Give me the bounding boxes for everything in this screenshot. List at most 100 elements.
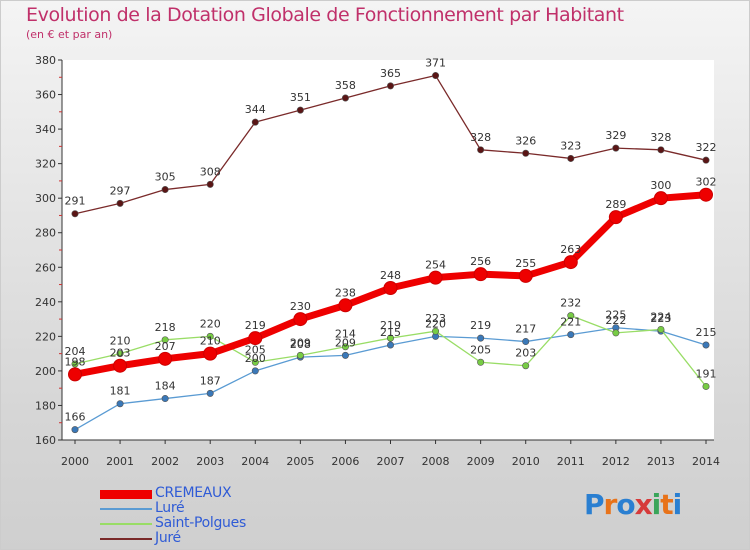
data-point-saint-polgues <box>477 358 485 366</box>
data-point-jure <box>341 94 349 102</box>
data-label-saint-polgues: 204 <box>65 345 86 358</box>
data-label-jure: 329 <box>605 129 626 142</box>
data-label-lure: 187 <box>200 374 221 387</box>
data-point-cremeaux <box>113 358 128 373</box>
logo-letter: i <box>672 488 683 521</box>
data-label-lure: 184 <box>155 380 176 393</box>
data-point-jure <box>251 118 259 126</box>
data-label-jure: 323 <box>560 139 581 152</box>
data-label-cremeaux: 248 <box>380 269 401 282</box>
data-point-saint-polgues <box>386 334 394 342</box>
logo-letter: t <box>660 488 673 521</box>
y-tick-label: 240 <box>35 296 56 309</box>
x-tick-label: 2000 <box>61 455 89 468</box>
logo-letter: o <box>616 488 635 521</box>
data-point-cremeaux <box>293 312 308 327</box>
data-label-lure: 220 <box>425 317 446 330</box>
data-label-jure: 358 <box>335 79 356 92</box>
logo-letter: x <box>634 488 653 521</box>
y-tick-label: 360 <box>35 89 56 102</box>
legend-item-cremeaux: CREMEAUX <box>100 485 360 501</box>
y-tick-label: 380 <box>35 54 56 67</box>
logo-letter: i <box>651 488 662 521</box>
y-tick-label: 280 <box>35 227 56 240</box>
data-label-jure: 351 <box>290 91 311 104</box>
data-label-jure: 344 <box>245 103 266 116</box>
data-label-jure: 297 <box>110 184 131 197</box>
data-point-lure <box>251 367 259 375</box>
data-label-saint-polgues: 224 <box>650 310 671 323</box>
data-point-jure <box>657 146 665 154</box>
data-point-saint-polgues <box>432 327 440 335</box>
data-point-cremeaux <box>473 267 488 282</box>
proxiti-logo: Proxiti <box>584 488 683 521</box>
data-label-cremeaux: 230 <box>290 300 311 313</box>
data-point-cremeaux <box>563 255 578 270</box>
x-tick-label: 2013 <box>647 455 675 468</box>
legend-label-cremeaux: CREMEAUX <box>155 485 232 501</box>
data-point-saint-polgues <box>567 312 575 320</box>
data-label-saint-polgues: 232 <box>560 297 581 310</box>
x-tick-label: 2008 <box>422 455 450 468</box>
x-tick-label: 2006 <box>331 455 359 468</box>
x-tick-label: 2003 <box>196 455 224 468</box>
data-label-cremeaux: 263 <box>560 243 581 256</box>
x-tick-label: 2012 <box>602 455 630 468</box>
data-label-cremeaux: 289 <box>605 198 626 211</box>
legend-label-lure: Luré <box>155 500 185 516</box>
data-point-saint-polgues <box>206 332 214 340</box>
data-point-jure <box>296 106 304 114</box>
y-tick-label: 340 <box>35 123 56 136</box>
data-label-lure: 166 <box>65 411 86 424</box>
y-tick-label: 320 <box>35 158 56 171</box>
data-point-lure <box>702 341 710 349</box>
data-label-saint-polgues: 220 <box>200 317 221 330</box>
legend-item-jure: Juré <box>100 530 360 546</box>
x-tick-label: 2002 <box>151 455 179 468</box>
data-label-saint-polgues: 219 <box>380 319 401 332</box>
data-label-jure: 371 <box>425 57 446 70</box>
data-label-jure: 322 <box>696 141 717 154</box>
data-point-lure <box>567 331 575 339</box>
data-label-jure: 308 <box>200 165 221 178</box>
data-point-lure <box>386 341 394 349</box>
data-point-lure <box>341 351 349 359</box>
data-label-lure: 217 <box>515 323 536 336</box>
data-label-saint-polgues: 205 <box>245 343 266 356</box>
logo-letter: r <box>603 488 618 521</box>
x-tick-label: 2009 <box>467 455 495 468</box>
data-point-cremeaux <box>428 270 443 285</box>
data-point-lure <box>116 400 124 408</box>
data-label-lure: 209 <box>335 336 356 349</box>
data-label-saint-polgues: 191 <box>696 367 717 380</box>
data-label-jure: 328 <box>470 131 491 144</box>
data-label-lure: 208 <box>290 338 311 351</box>
data-point-cremeaux <box>338 298 353 313</box>
x-tick-label: 2014 <box>692 455 720 468</box>
data-label-jure: 326 <box>515 134 536 147</box>
data-label-cremeaux: 210 <box>200 335 221 348</box>
chart-title: Evolution de la Dotation Globale de Fonc… <box>26 4 624 26</box>
data-point-cremeaux <box>68 367 82 382</box>
data-point-lure <box>161 395 169 403</box>
legend-item-lure: Luré <box>100 500 360 516</box>
data-label-lure: 223 <box>650 312 671 325</box>
data-point-cremeaux <box>158 351 173 366</box>
legend-swatch-saint-polgues <box>100 522 152 525</box>
data-point-saint-polgues <box>341 343 349 351</box>
legend-label-saint-polgues: Saint-Polgues <box>155 515 246 531</box>
data-point-cremeaux <box>653 191 668 206</box>
data-point-jure <box>206 180 214 188</box>
y-tick-label: 220 <box>35 330 56 343</box>
data-point-jure <box>386 82 394 90</box>
data-label-cremeaux: 300 <box>650 179 671 192</box>
data-label-cremeaux: 254 <box>425 259 446 272</box>
data-label-cremeaux: 255 <box>515 257 536 270</box>
y-tick-label: 200 <box>35 365 56 378</box>
data-label-saint-polgues: 209 <box>290 336 311 349</box>
data-label-saint-polgues: 214 <box>335 328 356 341</box>
data-point-lure <box>477 334 485 342</box>
data-point-saint-polgues <box>657 325 665 333</box>
data-point-jure <box>702 156 710 164</box>
